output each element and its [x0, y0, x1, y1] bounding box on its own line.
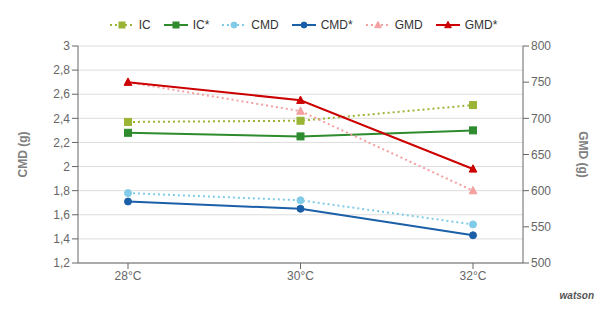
svg-text:2,2: 2,2 [53, 136, 70, 150]
svg-text:550: 550 [531, 220, 551, 234]
html-text:CMD: CMD [251, 18, 279, 32]
svg-text:2,8: 2,8 [53, 63, 70, 77]
html-text:watson: watson [559, 290, 594, 301]
svg-text:750: 750 [531, 75, 551, 89]
svg-text:2,6: 2,6 [53, 87, 70, 101]
svg-text:2: 2 [63, 160, 70, 174]
svg-text:1,6: 1,6 [53, 208, 70, 222]
svg-text:3: 3 [63, 39, 70, 53]
html-text:IC: IC [138, 18, 151, 32]
svg-text:1,2: 1,2 [53, 256, 70, 270]
svg-text:1,8: 1,8 [53, 184, 70, 198]
svg-text:CMD (g): CMD (g) [16, 132, 30, 178]
html-text:GMD: GMD [394, 18, 423, 32]
html-text:CMD*: CMD* [320, 18, 353, 32]
html-text:GMD*: GMD* [464, 18, 498, 32]
svg-text:700: 700 [531, 112, 551, 126]
svg-text:1,4: 1,4 [53, 232, 70, 246]
svg-text:GMD (g): GMD (g) [576, 131, 590, 178]
svg-text:650: 650 [531, 148, 551, 162]
svg-text:600: 600 [531, 184, 551, 198]
svg-text:28°C: 28°C [115, 269, 142, 283]
svg-text:2,4: 2,4 [53, 112, 70, 126]
svg-text:30°C: 30°C [287, 269, 314, 283]
html-text:IC*: IC* [192, 18, 210, 32]
svg-text:500: 500 [531, 256, 551, 270]
svg-text:32°C: 32°C [460, 269, 487, 283]
svg-text:800: 800 [531, 39, 551, 53]
